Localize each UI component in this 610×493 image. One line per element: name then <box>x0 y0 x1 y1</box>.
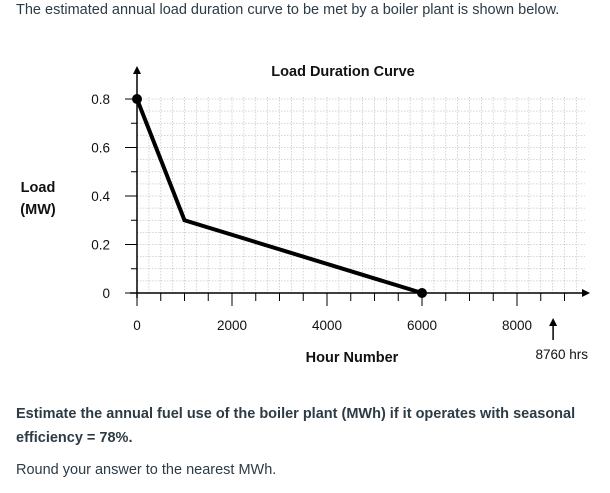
chart-ticks: 0 2000 4000 6000 8000 0 0.2 0.4 0.6 0.8 <box>91 92 565 333</box>
y-tick-label: 0.6 <box>91 141 110 156</box>
question-line-1: Estimate the annual fuel use of the boil… <box>16 406 576 422</box>
y-tick-label: 0 <box>102 286 110 301</box>
load-curve-line <box>135 97 424 295</box>
x-axis-label: Hour Number <box>306 350 399 366</box>
y-tick-label: 0.4 <box>91 189 110 204</box>
y-tick-label: 0.8 <box>91 92 110 107</box>
chart-labels: Load Duration Curve Hour Number Load (MW… <box>20 64 588 366</box>
x-tick-label: 2000 <box>217 318 247 333</box>
instruction-text: Round your answer to the nearest MWh. <box>16 462 277 478</box>
data-point <box>417 288 427 298</box>
y-axis-label-line2: (MW) <box>20 202 56 218</box>
x-tick-label: 4000 <box>312 318 342 333</box>
chart-axes <box>130 66 590 340</box>
x-tick-label: 8000 <box>502 318 532 333</box>
y-axis-label-line1: Load <box>21 180 56 196</box>
y-tick-label: 0.2 <box>91 238 110 253</box>
load-duration-chart: 0 2000 4000 6000 8000 0 0.2 0.4 0.6 0.8 Load Dura… <box>20 64 590 366</box>
question-text: Estimate the annual fuel use of the boil… <box>16 402 596 450</box>
data-point <box>132 94 142 104</box>
chart-grid <box>137 97 585 293</box>
chart-title: Load Duration Curve <box>271 64 414 80</box>
chart-series <box>132 94 427 298</box>
question-line-2: efficiency = 78%. <box>16 430 133 446</box>
intro-text: The estimated annual load duration curve… <box>16 2 560 18</box>
x-tick-label: 0 <box>133 318 141 333</box>
x-tick-label: 6000 <box>407 318 437 333</box>
x-end-label: 8760 hrs <box>535 347 588 362</box>
